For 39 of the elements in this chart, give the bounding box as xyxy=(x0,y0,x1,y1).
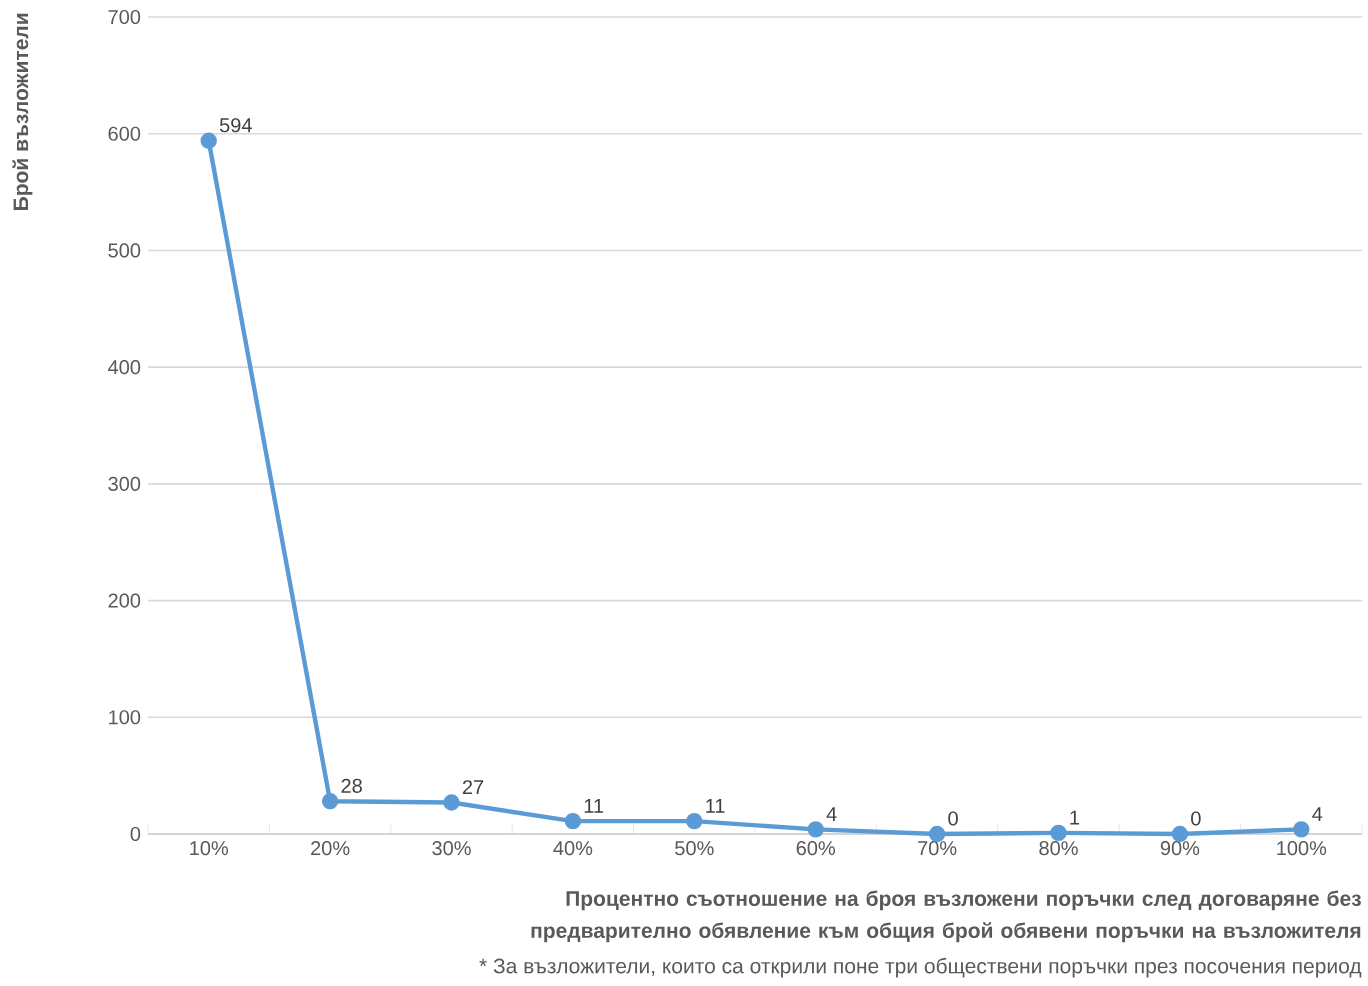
y-axis-title: Брой възложители xyxy=(12,13,33,210)
data-label: 594 xyxy=(219,118,252,133)
y-tick-label: 0 xyxy=(130,826,141,842)
x-tick-label: 40% xyxy=(553,841,593,856)
x-tick-label: 80% xyxy=(1039,841,1078,856)
point xyxy=(564,812,582,830)
data-label: 0 xyxy=(948,811,958,826)
y-tick-label: 700 xyxy=(108,9,141,25)
x-tick-label: 20% xyxy=(311,841,350,856)
data-label: 11 xyxy=(584,798,604,813)
data-label: 0 xyxy=(1191,811,1201,826)
y-tick-label: 400 xyxy=(108,360,141,375)
data-label: 27 xyxy=(462,780,484,795)
point xyxy=(321,793,339,810)
x-tick-label: 60% xyxy=(796,841,836,856)
data-label: 28 xyxy=(341,778,362,793)
y-tick-label: 600 xyxy=(108,126,141,141)
x-axis-title: Процентно съотношение на броя възложени поръчки след договаряне без предварително обявление към общия брой обявени поръчки на възложителя xyxy=(531,890,1361,943)
x-tick-label: 30% xyxy=(432,841,471,856)
data-label: 1 xyxy=(1070,810,1080,825)
x-tick-label: 100% xyxy=(1277,841,1327,856)
data-label: 11 xyxy=(706,798,725,813)
point xyxy=(200,132,217,149)
y-tick-label: 300 xyxy=(108,476,141,491)
point xyxy=(1050,824,1067,842)
point xyxy=(686,812,703,830)
text: * За възложители, които са открили поне три обществени поръчки през посочения период xyxy=(479,957,1362,978)
y-tick-label: 500 xyxy=(108,243,141,258)
y-tick-label: 100 xyxy=(109,710,141,725)
x-tick-label: 70% xyxy=(918,841,957,856)
point xyxy=(443,794,460,811)
data-label: 4 xyxy=(1312,807,1323,821)
point xyxy=(1293,821,1310,838)
x-tick-label: 90% xyxy=(1160,841,1200,856)
data-label: 4 xyxy=(826,807,837,821)
y-tick-label: 200 xyxy=(108,593,141,608)
x-tick-label: 10% xyxy=(190,841,229,856)
point xyxy=(807,821,824,838)
x-tick-label: 50% xyxy=(675,841,714,856)
